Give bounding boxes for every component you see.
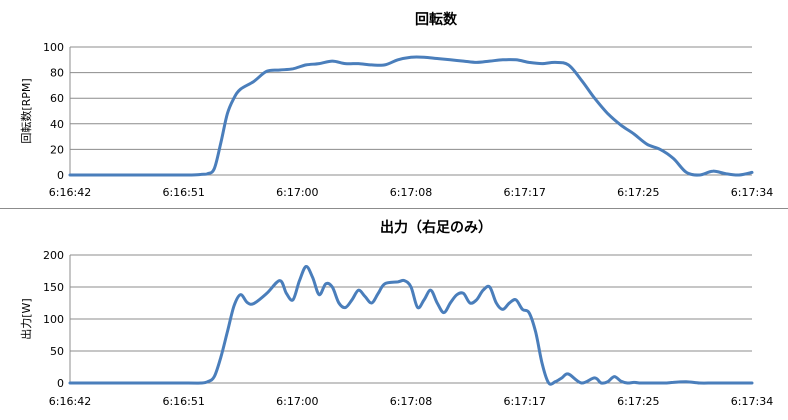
y-tick-label: 0 [57,377,64,390]
x-tick-label: 6:17:34 [731,395,773,408]
series-line [68,265,754,386]
x-tick-label: 6:16:51 [162,395,204,408]
x-tick-label: 6:16:51 [162,186,204,199]
x-tick-label: 6:17:17 [503,395,545,408]
x-tick-label: 6:17:08 [390,186,432,199]
chart-title: 出力（右足のみ） [380,219,492,236]
y-tick-label: 40 [50,118,64,131]
y-tick-label: 60 [50,92,64,105]
rpm-chart: 回転数 0 20 40 60 80 100 6:16:42 6:16:51 6:17:00 6:17… [20,11,773,199]
y-tick-label: 20 [50,143,64,156]
x-tick-label: 6:17:25 [617,186,659,199]
power-chart: 出力（右足のみ） 0 50 100 150 200 6:16:42 6:16:51 6:17:0… [19,219,773,408]
x-tick-label: 6:17:00 [276,395,318,408]
x-tick-label: 6:17:17 [503,186,545,199]
series-line [68,55,754,177]
x-tick-label: 6:17:08 [390,395,432,408]
y-tick-label: 80 [50,67,64,80]
x-tick-label: 6:17:25 [617,395,659,408]
y-axis-label: 出力[W] [19,298,33,339]
y-axis-label: 回転数[RPM] [20,78,33,143]
y-tick-label: 100 [43,41,64,54]
y-tick-label: 0 [57,169,64,182]
x-tick-label: 6:17:34 [731,186,773,199]
y-tick-label: 200 [43,249,64,262]
chart-title: 回転数 [415,11,458,28]
x-tick-label: 6:17:00 [276,186,318,199]
y-tick-label: 50 [50,345,64,358]
x-tick-label: 6:16:42 [49,395,91,408]
y-tick-label: 150 [43,281,64,294]
chart-divider [0,208,788,209]
x-tick-label: 6:16:42 [49,186,91,199]
y-tick-label: 100 [43,313,64,326]
